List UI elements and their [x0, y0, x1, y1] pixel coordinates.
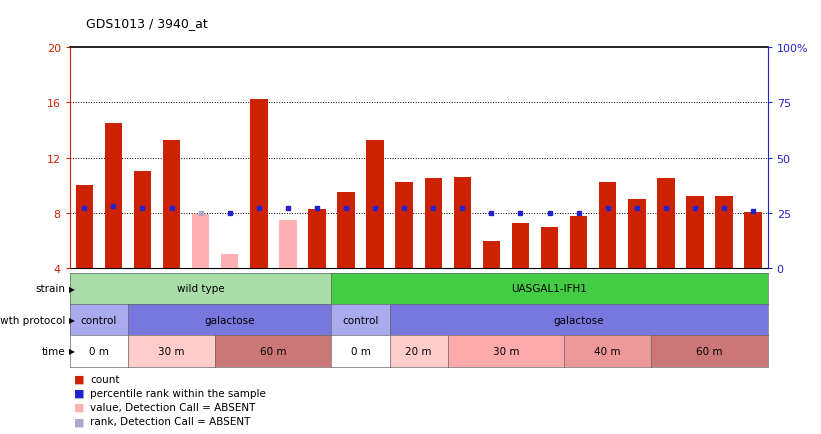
- Text: ■: ■: [74, 416, 85, 426]
- Bar: [715, 197, 733, 269]
- Text: count: count: [90, 374, 120, 384]
- Bar: [366, 140, 383, 269]
- Text: 60 m: 60 m: [696, 346, 722, 356]
- Bar: [686, 197, 704, 269]
- Text: growth protocol: growth protocol: [0, 315, 66, 325]
- Text: 0 m: 0 m: [89, 346, 109, 356]
- Text: 0 m: 0 m: [351, 346, 370, 356]
- Bar: [192, 215, 209, 269]
- Text: percentile rank within the sample: percentile rank within the sample: [90, 388, 266, 398]
- Bar: [628, 200, 645, 269]
- Text: 30 m: 30 m: [493, 346, 519, 356]
- Text: 40 m: 40 m: [594, 346, 621, 356]
- Bar: [570, 216, 587, 269]
- Text: rank, Detection Call = ABSENT: rank, Detection Call = ABSENT: [90, 416, 250, 426]
- Text: galactose: galactose: [204, 315, 255, 325]
- Text: ▶: ▶: [69, 347, 75, 355]
- Bar: [511, 223, 530, 269]
- Text: 20 m: 20 m: [406, 346, 432, 356]
- Text: strain: strain: [35, 284, 66, 293]
- Bar: [105, 124, 122, 269]
- Bar: [541, 227, 558, 269]
- Text: 60 m: 60 m: [260, 346, 287, 356]
- Text: galactose: galactose: [553, 315, 604, 325]
- Text: ■: ■: [74, 388, 85, 398]
- Bar: [76, 186, 93, 269]
- Bar: [599, 183, 617, 269]
- Text: ■: ■: [74, 374, 85, 384]
- Bar: [163, 140, 181, 269]
- Bar: [250, 100, 268, 269]
- Text: control: control: [342, 315, 378, 325]
- Bar: [337, 193, 355, 269]
- Bar: [424, 179, 442, 269]
- Text: time: time: [42, 346, 66, 356]
- Bar: [308, 209, 326, 269]
- Bar: [221, 255, 238, 269]
- Bar: [279, 220, 296, 269]
- Bar: [134, 172, 151, 269]
- Text: wild type: wild type: [177, 284, 224, 293]
- Text: 30 m: 30 m: [158, 346, 185, 356]
- Text: value, Detection Call = ABSENT: value, Detection Call = ABSENT: [90, 402, 255, 412]
- Bar: [454, 178, 471, 269]
- Text: ▶: ▶: [69, 284, 75, 293]
- Text: control: control: [80, 315, 117, 325]
- Bar: [657, 179, 675, 269]
- Bar: [745, 212, 762, 269]
- Text: GDS1013 / 3940_at: GDS1013 / 3940_at: [86, 17, 208, 30]
- Bar: [483, 241, 500, 269]
- Text: ▶: ▶: [69, 316, 75, 324]
- Text: ■: ■: [74, 402, 85, 412]
- Text: UASGAL1-IFH1: UASGAL1-IFH1: [511, 284, 588, 293]
- Bar: [396, 183, 413, 269]
